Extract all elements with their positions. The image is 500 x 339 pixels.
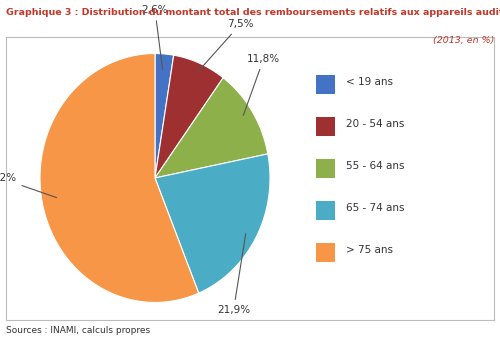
Text: 2,6%: 2,6% [142, 5, 168, 70]
Polygon shape [155, 55, 223, 178]
Polygon shape [155, 78, 268, 178]
Polygon shape [155, 154, 270, 293]
Polygon shape [40, 54, 198, 302]
Text: 20 - 54 ans: 20 - 54 ans [346, 119, 404, 129]
Bar [316, 159, 334, 178]
Text: 11,8%: 11,8% [244, 54, 280, 115]
Polygon shape [155, 54, 174, 178]
Text: 21,9%: 21,9% [217, 234, 250, 315]
Text: < 19 ans: < 19 ans [346, 77, 393, 87]
Bar [316, 117, 334, 136]
Text: > 75 ans: > 75 ans [346, 245, 393, 255]
Bar [316, 201, 334, 220]
Bar [316, 75, 334, 94]
Text: (2013, en %): (2013, en %) [432, 36, 494, 45]
Text: 55 - 64 ans: 55 - 64 ans [346, 161, 405, 171]
Text: 56,2%: 56,2% [0, 173, 56, 198]
Text: 7,5%: 7,5% [197, 19, 254, 73]
Bar [316, 243, 334, 262]
Text: 65 - 74 ans: 65 - 74 ans [346, 203, 405, 213]
Text: Sources : INAMI, calculs propres: Sources : INAMI, calculs propres [6, 326, 150, 335]
Text: Graphique 3 : Distribution du montant total des remboursements relatifs aux appa: Graphique 3 : Distribution du montant to… [6, 8, 500, 18]
